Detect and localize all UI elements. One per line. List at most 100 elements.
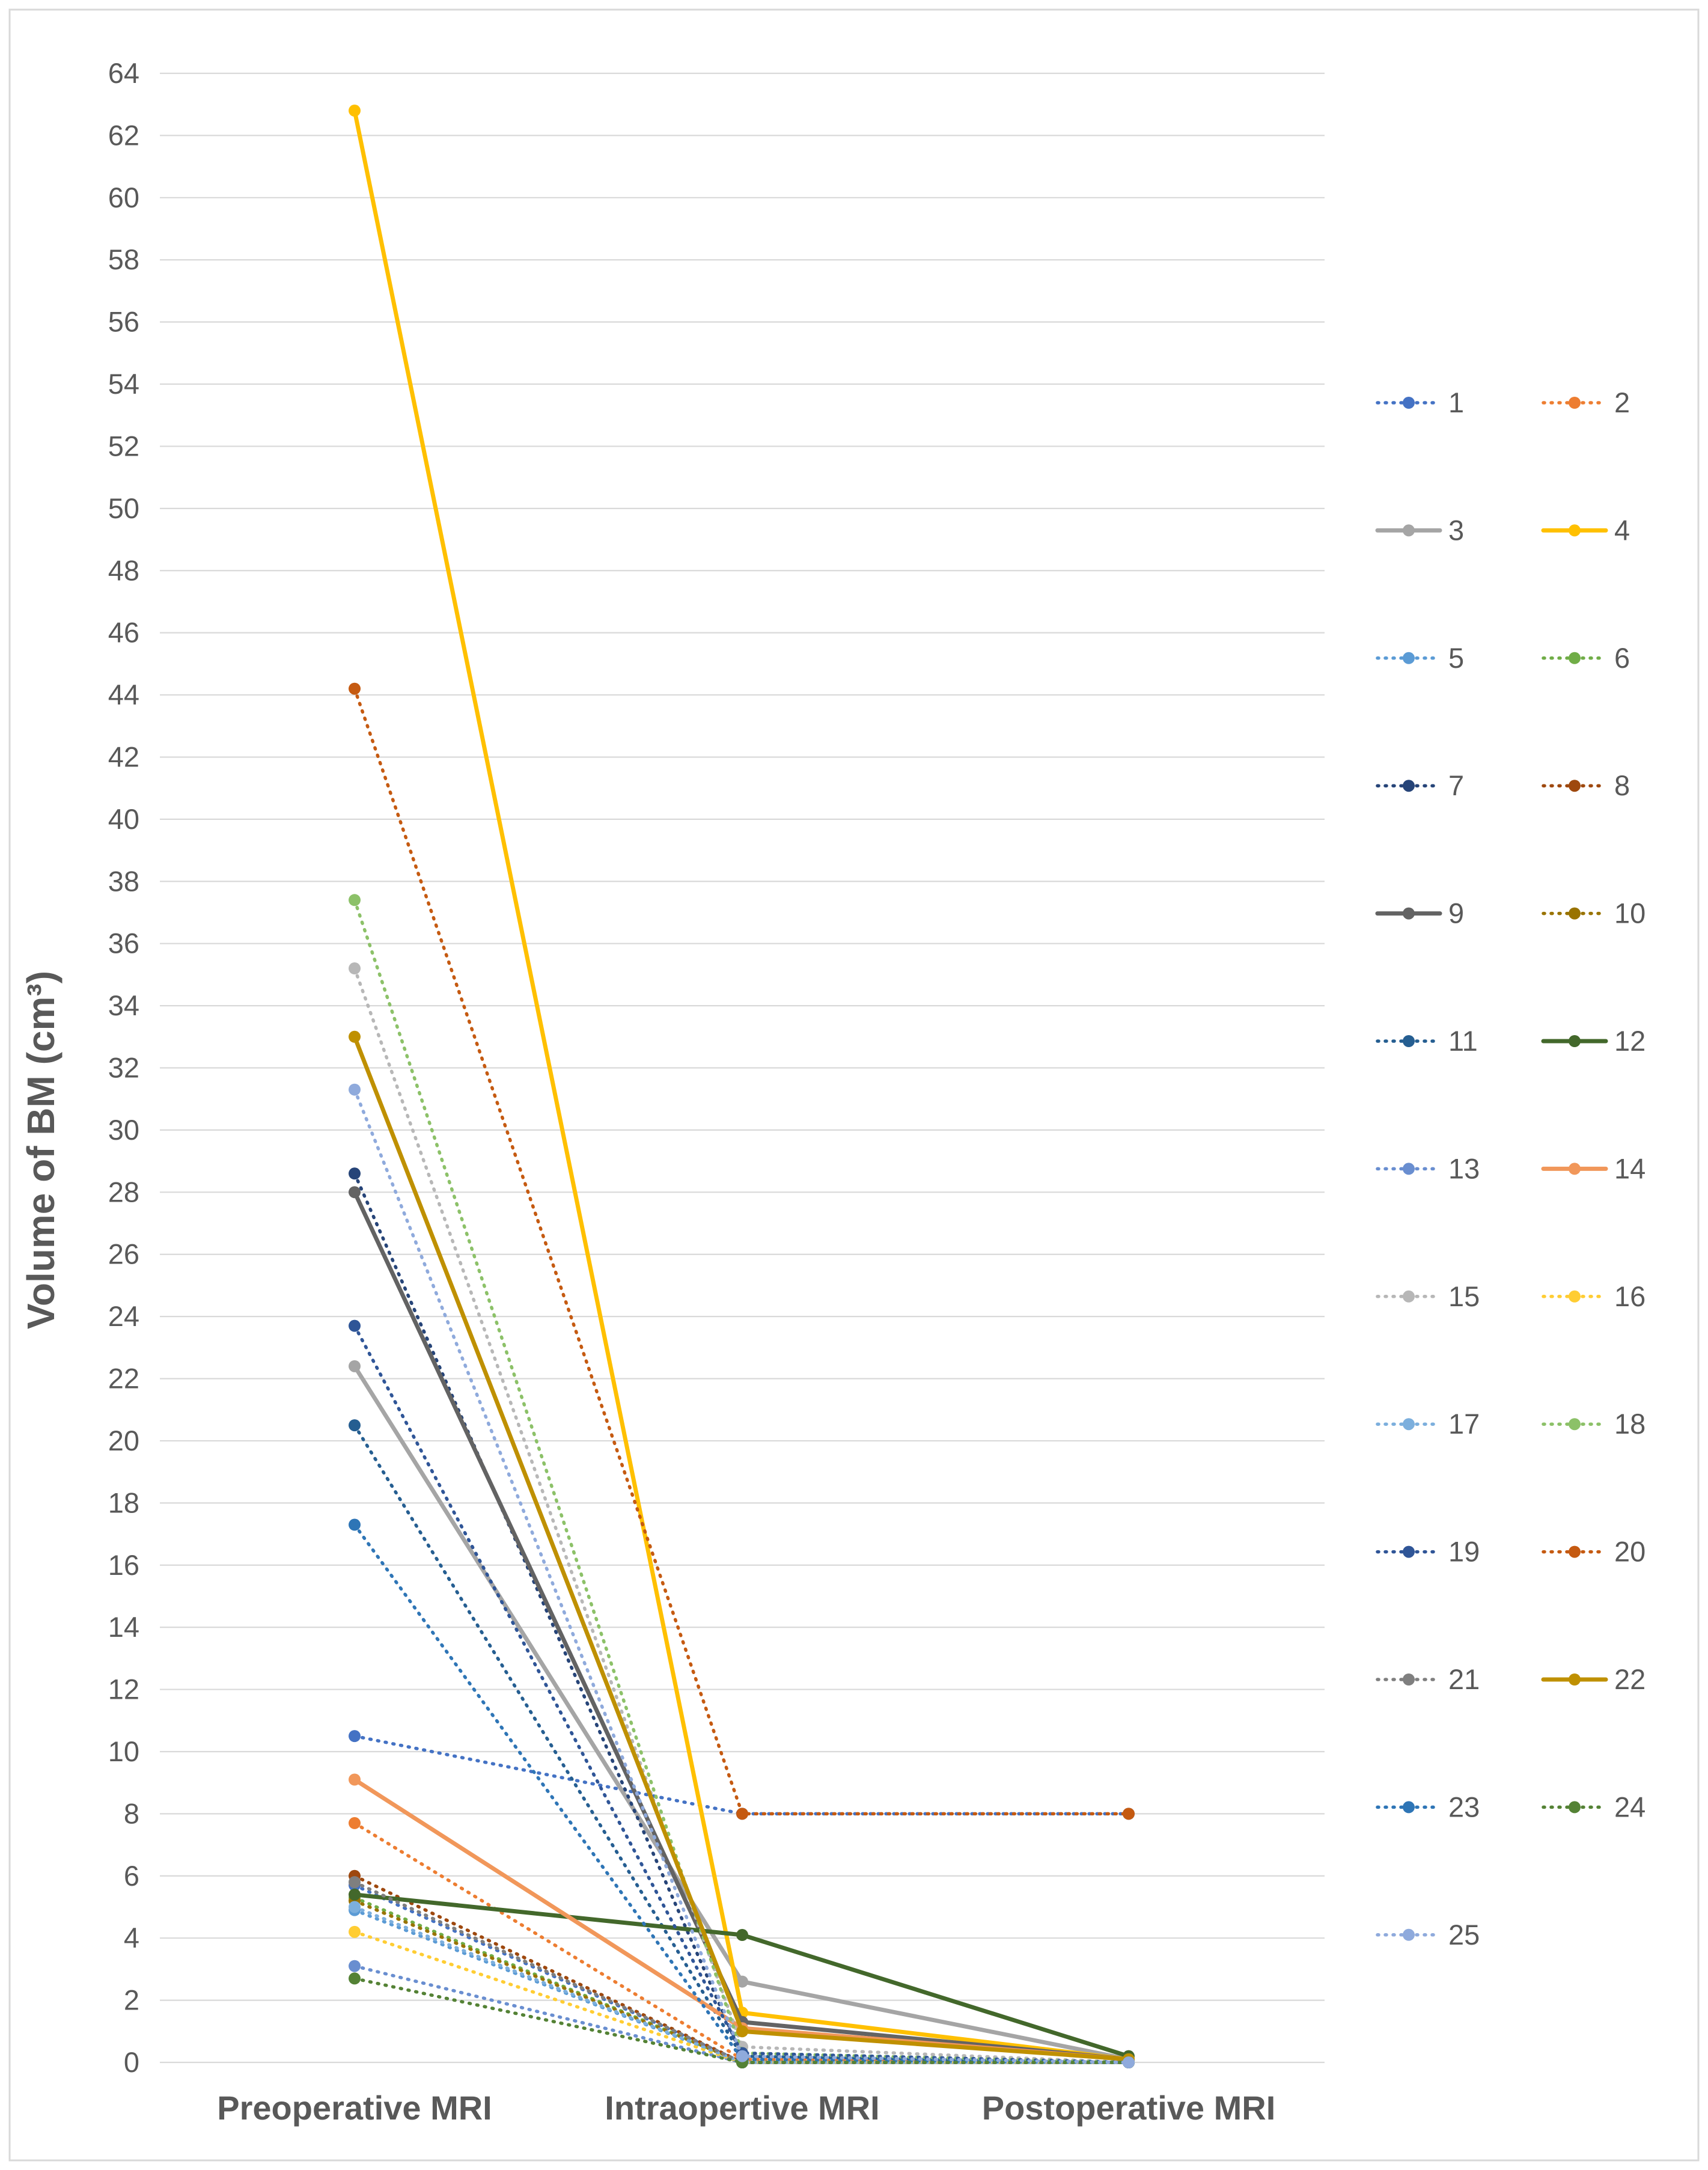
legend-label: 5 bbox=[1448, 642, 1464, 674]
legend-marker bbox=[1569, 1163, 1581, 1175]
data-point bbox=[349, 1817, 361, 1829]
y-axis-label: Volume of BM (cm³) bbox=[19, 971, 63, 1329]
data-point bbox=[349, 105, 361, 117]
y-tick-label: 14 bbox=[108, 1611, 139, 1643]
series-line bbox=[353, 967, 1130, 2064]
legend-item-21: 21 bbox=[1376, 1663, 1480, 1695]
legend-marker bbox=[1569, 652, 1581, 664]
series-line bbox=[352, 108, 1131, 2062]
legend-label: 23 bbox=[1448, 1791, 1480, 1823]
y-tick-label: 20 bbox=[108, 1425, 139, 1456]
legend-label: 25 bbox=[1448, 1919, 1480, 1951]
data-point bbox=[349, 1186, 361, 1199]
legend-marker bbox=[1403, 1163, 1415, 1175]
legend-marker bbox=[1569, 1035, 1581, 1047]
legend-marker bbox=[1569, 1545, 1581, 1558]
y-tick-label: 30 bbox=[108, 1114, 139, 1146]
legend-marker bbox=[1403, 524, 1415, 537]
legend-label: 22 bbox=[1614, 1663, 1645, 1695]
y-tick-label: 40 bbox=[108, 803, 139, 835]
legend-marker bbox=[1569, 1673, 1581, 1686]
series-4 bbox=[349, 105, 1135, 2065]
y-tick-label: 16 bbox=[108, 1549, 139, 1581]
legend-marker bbox=[1403, 1801, 1415, 1814]
legend-item-20: 20 bbox=[1542, 1536, 1645, 1568]
legend-marker bbox=[1403, 1290, 1415, 1303]
gridlines bbox=[160, 72, 1325, 2064]
series-line bbox=[353, 1734, 1130, 1816]
data-point bbox=[349, 1876, 361, 1889]
data-point bbox=[736, 2025, 748, 2038]
legend-marker bbox=[1403, 1673, 1415, 1686]
legend-marker bbox=[1569, 397, 1581, 409]
legend-marker bbox=[1403, 397, 1415, 409]
legend-label: 2 bbox=[1614, 387, 1630, 418]
data-point bbox=[349, 894, 361, 906]
legend-item-5: 5 bbox=[1376, 642, 1464, 674]
y-tick-label: 32 bbox=[108, 1052, 139, 1084]
legend-marker bbox=[1403, 652, 1415, 664]
y-axis-ticks: 0246810121416182022242628303234363840424… bbox=[108, 57, 139, 2078]
data-point bbox=[349, 1901, 361, 1913]
legend-item-17: 17 bbox=[1376, 1408, 1480, 1440]
legend-label: 15 bbox=[1448, 1280, 1480, 1312]
y-tick-label: 62 bbox=[108, 119, 139, 151]
legend-label: 20 bbox=[1614, 1536, 1645, 1568]
y-tick-label: 42 bbox=[108, 741, 139, 772]
y-tick-label: 60 bbox=[108, 182, 139, 213]
legend-marker bbox=[1403, 1545, 1415, 1558]
series-25 bbox=[349, 1083, 1135, 2068]
series-line bbox=[353, 1523, 1130, 2064]
y-tick-label: 6 bbox=[124, 1860, 139, 1892]
legend-item-18: 18 bbox=[1542, 1408, 1645, 1440]
legend-item-25: 25 bbox=[1376, 1919, 1480, 1951]
y-tick-label: 36 bbox=[108, 928, 139, 959]
legend-label: 9 bbox=[1448, 897, 1464, 929]
legend-label: 12 bbox=[1614, 1025, 1645, 1057]
data-point bbox=[349, 1730, 361, 1743]
x-axis-ticks: Preoperative MRI Intraopertive MRI Postope… bbox=[217, 2089, 1275, 2127]
legend-marker bbox=[1569, 524, 1581, 537]
y-tick-label: 26 bbox=[108, 1238, 139, 1270]
data-point bbox=[349, 1360, 361, 1372]
legend-label: 13 bbox=[1448, 1152, 1480, 1184]
series-15 bbox=[349, 962, 1135, 2068]
data-point bbox=[349, 962, 361, 975]
series-extra bbox=[349, 1730, 1135, 1820]
legend-marker bbox=[1403, 1928, 1415, 1941]
data-point bbox=[349, 1888, 361, 1901]
legend-label: 11 bbox=[1448, 1025, 1478, 1057]
y-tick-label: 48 bbox=[108, 554, 139, 586]
data-point bbox=[1123, 1808, 1135, 1820]
series-layer bbox=[349, 105, 1135, 2068]
legend-item-2: 2 bbox=[1542, 387, 1630, 418]
data-point bbox=[349, 1419, 361, 1432]
y-tick-label: 64 bbox=[108, 57, 139, 89]
data-point bbox=[349, 1167, 361, 1180]
legend-item-13: 13 bbox=[1376, 1152, 1480, 1184]
y-tick-label: 58 bbox=[108, 243, 139, 275]
legend-label: 4 bbox=[1614, 514, 1630, 546]
x-tick-label: Intraopertive MRI bbox=[605, 2089, 879, 2127]
y-tick-label: 34 bbox=[108, 989, 139, 1021]
series-20 bbox=[349, 682, 1135, 1820]
data-point bbox=[349, 1773, 361, 1786]
legend-item-16: 16 bbox=[1542, 1280, 1645, 1312]
legend-label: 14 bbox=[1614, 1152, 1645, 1184]
y-tick-label: 0 bbox=[124, 2046, 139, 2078]
series-3 bbox=[349, 1360, 1135, 2065]
legend-item-7: 7 bbox=[1376, 769, 1464, 801]
data-point bbox=[1123, 2056, 1135, 2068]
series-line bbox=[353, 1905, 1130, 2064]
y-tick-label: 50 bbox=[108, 492, 139, 524]
y-tick-label: 12 bbox=[108, 1673, 139, 1705]
legend-item-1: 1 bbox=[1376, 387, 1464, 418]
legend-item-10: 10 bbox=[1542, 897, 1645, 929]
y-tick-label: 38 bbox=[108, 865, 139, 897]
legend-label: 1 bbox=[1448, 387, 1464, 418]
legend-item-14: 14 bbox=[1541, 1152, 1645, 1184]
legend-label: 24 bbox=[1614, 1791, 1645, 1823]
legend-label: 7 bbox=[1448, 769, 1464, 801]
y-tick-label: 52 bbox=[108, 430, 139, 462]
